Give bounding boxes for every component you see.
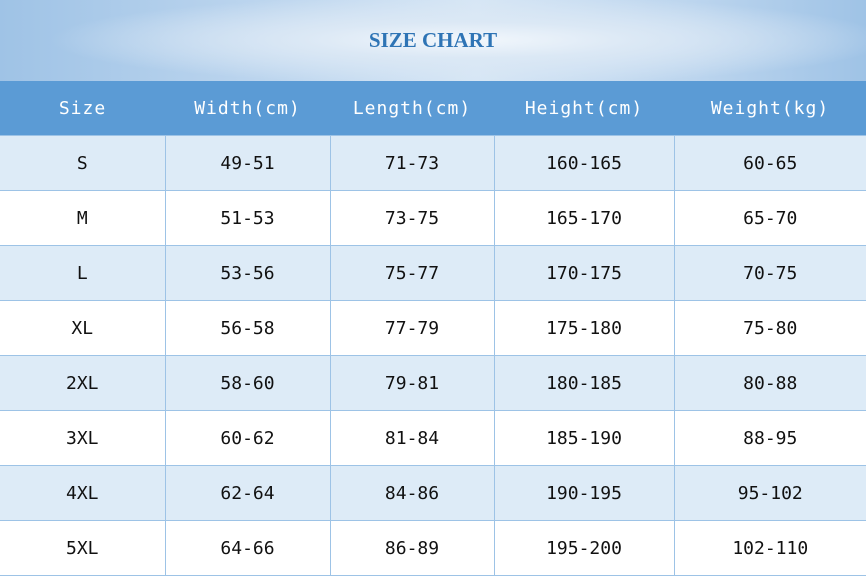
- table-cell: 62-64: [164, 465, 331, 521]
- table-cell: 160-165: [493, 135, 675, 191]
- table-cell: 95-102: [673, 465, 866, 521]
- page-title: SIZE CHART: [368, 28, 498, 52]
- table-cell: 49-51: [164, 135, 331, 191]
- table-cell: 73-75: [329, 190, 495, 246]
- table-row: 2XL 58-60 79-81 180-185 80-88: [0, 355, 866, 411]
- table-cell: 185-190: [493, 410, 675, 466]
- table-cell: L: [0, 245, 166, 301]
- table-cell: S: [0, 135, 166, 191]
- table-cell: 60-62: [164, 410, 331, 466]
- table-cell: 2XL: [0, 355, 166, 411]
- table-row: 4XL 62-64 84-86 190-195 95-102: [0, 465, 866, 521]
- table-cell: 102-110: [673, 520, 866, 576]
- column-header: Height(cm): [494, 81, 674, 136]
- table-cell: 77-79: [329, 300, 495, 356]
- table-cell: 86-89: [329, 520, 495, 576]
- table-cell: 195-200: [493, 520, 675, 576]
- table-cell: 75-77: [329, 245, 495, 301]
- table-cell: 56-58: [164, 300, 331, 356]
- table-cell: M: [0, 190, 166, 246]
- table-cell: XL: [0, 300, 166, 356]
- table-cell: 70-75: [673, 245, 866, 301]
- table-cell: 51-53: [164, 190, 331, 246]
- table-cell: 64-66: [164, 520, 331, 576]
- table-cell: 65-70: [673, 190, 866, 246]
- size-table: Size Width(cm) Length(cm) Height(cm) Weight(…: [0, 81, 866, 576]
- table-cell: 71-73: [329, 135, 495, 191]
- table-cell: 53-56: [164, 245, 331, 301]
- table-cell: 175-180: [493, 300, 675, 356]
- table-cell: 80-88: [673, 355, 866, 411]
- table-cell: 60-65: [673, 135, 866, 191]
- table-cell: 190-195: [493, 465, 675, 521]
- table-cell: 88-95: [673, 410, 866, 466]
- table-cell: 5XL: [0, 520, 166, 576]
- table-cell: 75-80: [673, 300, 866, 356]
- table-cell: 58-60: [164, 355, 331, 411]
- table-cell: 81-84: [329, 410, 495, 466]
- table-row: XL 56-58 77-79 175-180 75-80: [0, 300, 866, 356]
- table-cell: 180-185: [493, 355, 675, 411]
- table-row: 5XL 64-66 86-89 195-200 102-110: [0, 520, 866, 576]
- table-cell: 170-175: [493, 245, 675, 301]
- table-row: 3XL 60-62 81-84 185-190 88-95: [0, 410, 866, 466]
- table-cell: 3XL: [0, 410, 166, 466]
- table-row: L 53-56 75-77 170-175 70-75: [0, 245, 866, 301]
- column-header: Weight(kg): [674, 81, 866, 136]
- header-row: Size Width(cm) Length(cm) Height(cm) Weight(…: [0, 81, 866, 136]
- table-cell: 84-86: [329, 465, 495, 521]
- column-header: Size: [0, 81, 165, 136]
- table-cell: 79-81: [329, 355, 495, 411]
- table-row: M 51-53 73-75 165-170 65-70: [0, 190, 866, 246]
- table-row: S 49-51 71-73 160-165 60-65: [0, 135, 866, 191]
- table-cell: 165-170: [493, 190, 675, 246]
- title-banner: SIZE CHART: [0, 0, 866, 81]
- column-header: Length(cm): [330, 81, 494, 136]
- column-header: Width(cm): [165, 81, 330, 136]
- table-cell: 4XL: [0, 465, 166, 521]
